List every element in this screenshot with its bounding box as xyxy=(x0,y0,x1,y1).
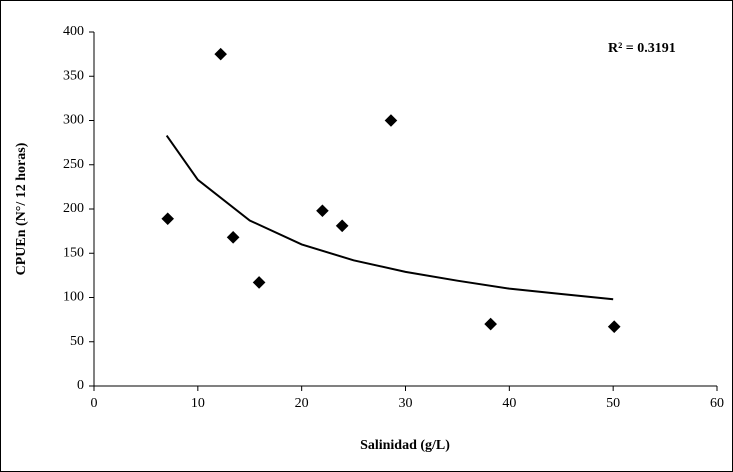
annotation: R² = 0.3191 xyxy=(608,41,676,56)
x-tick-label: 30 xyxy=(399,396,413,411)
y-tick-label: 100 xyxy=(63,290,84,305)
point xyxy=(160,211,176,227)
point xyxy=(383,112,399,129)
y-tick-label: 300 xyxy=(63,113,84,128)
x-tick-label: 0 xyxy=(91,396,98,411)
x-tick-label: 60 xyxy=(710,396,724,411)
point xyxy=(314,203,331,219)
trendline xyxy=(165,134,614,301)
x-tick-label: 20 xyxy=(295,396,309,411)
y-tick-label: 350 xyxy=(63,68,84,83)
y-axis-label: CPUEn (N°/ 12 horas) xyxy=(14,142,29,275)
y-tick-label: 400 xyxy=(63,24,84,39)
y-tick-label: 0 xyxy=(77,378,84,393)
x-tick-label: 10 xyxy=(191,396,205,411)
y-tick-label: 150 xyxy=(63,245,84,260)
point xyxy=(251,274,267,291)
point xyxy=(225,229,241,246)
x-tick-label: 40 xyxy=(502,396,516,411)
point xyxy=(606,318,622,335)
x-tick-label: 50 xyxy=(606,396,620,411)
y-tick-label: 200 xyxy=(63,201,84,216)
point xyxy=(212,46,229,62)
point xyxy=(334,218,350,234)
y-tick-label: 250 xyxy=(63,157,84,172)
point xyxy=(482,316,499,332)
x-axis-label: Salinidad (g/L) xyxy=(360,438,450,453)
y-tick-label: 50 xyxy=(70,334,84,349)
